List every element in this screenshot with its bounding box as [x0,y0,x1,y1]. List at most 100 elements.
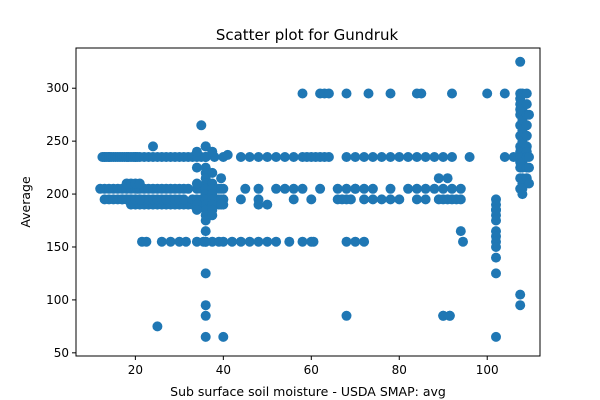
scatter-point [499,152,510,162]
scatter-point [200,236,211,247]
scatter-point [297,88,308,99]
scatter-point [288,152,299,162]
scatter-point [385,152,396,162]
scatter-point [341,310,352,321]
scatter-point [491,252,501,263]
scatter-point [524,178,534,189]
scatter-point [235,152,246,162]
scatter-point [359,236,370,247]
scatter-point [350,236,361,247]
scatter-point [376,152,387,162]
scatter-point [181,236,191,247]
x-tick-label: 20 [128,363,143,377]
scatter-point [165,236,176,247]
y-tick-label: 100 [46,293,69,307]
scatter-point [429,152,440,162]
scatter-point [141,236,152,247]
y-tick-label: 150 [46,240,69,254]
scatter-point [216,173,227,184]
scatter-point [341,183,352,194]
scatter-point [394,194,405,205]
scatter-point [464,152,475,162]
scatter-point [491,204,501,215]
scatter-point [262,152,273,162]
scatter-point [385,88,396,99]
scatter-point [447,183,457,194]
scatter-point [429,183,440,194]
scatter-point [447,88,457,99]
scatter-point [491,268,501,279]
x-axis-label: Sub surface soil moisture - USDA SMAP: a… [170,384,446,399]
scatter-point [341,152,352,162]
scatter-point [271,152,282,162]
scatter-point [359,194,370,205]
data-points [95,56,534,342]
scatter-point [178,194,189,205]
y-tick-label: 200 [46,187,69,201]
scatter-point [341,236,352,247]
scatter-point [222,149,233,160]
scatter-point [227,236,238,247]
scatter-point [279,152,290,162]
scatter-point [524,109,534,120]
scatter-point [363,88,374,99]
scatter-point [297,236,308,247]
scatter-point [308,236,319,247]
scatter-point [191,204,202,215]
scatter-point [376,194,387,205]
scatter-point [521,120,532,131]
scatter-point [244,236,255,247]
scatter-point [262,236,273,247]
scatter-point [411,183,422,194]
y-tick-label: 250 [46,134,69,148]
scatter-point [420,183,431,194]
scatter-point [341,88,352,99]
scatter-point [403,152,414,162]
scatter-point [207,146,218,157]
scatter-point [315,183,326,194]
scatter-point [420,194,431,205]
scatter-point [438,183,449,194]
scatter-point [385,183,396,194]
scatter-point [447,152,457,162]
scatter-point [438,152,449,162]
scatter-point [271,236,282,247]
y-axis-label: Average [18,176,33,228]
scatter-point [235,194,246,205]
scatter-point [191,178,202,189]
scatter-point [444,310,455,321]
chart-title: Scatter plot for Gundruk [216,26,399,44]
scatter-point [367,194,378,205]
scatter-point [455,183,466,194]
scatter-point [491,242,501,252]
scatter-point [134,194,145,205]
scatter-point [416,88,427,99]
scatter-point [216,199,227,210]
scatter-point [524,162,534,173]
x-axis-ticks: 20 40 60 80 100 [128,356,499,377]
scatter-point [200,310,211,321]
x-tick-label: 60 [304,363,319,377]
scatter-point [433,173,444,184]
scatter-point [367,183,378,194]
scatter-point [244,152,255,162]
scatter-point [515,56,526,67]
scatter-point [279,183,290,194]
scatter-point [306,194,317,205]
scatter-point [284,236,295,247]
scatter-point [271,183,282,194]
scatter-point [515,300,526,311]
y-tick-label: 50 [54,346,69,360]
scatter-point [345,194,356,205]
scatter-point [156,236,167,247]
x-tick-label: 80 [392,363,407,377]
scatter-point [350,152,361,162]
scatter-point [207,167,218,178]
scatter-point [517,189,528,200]
scatter-point [216,183,227,194]
scatter-point [253,236,264,247]
scatter-point [499,88,510,99]
scatter-point [288,183,299,194]
x-tick-label: 40 [216,363,231,377]
